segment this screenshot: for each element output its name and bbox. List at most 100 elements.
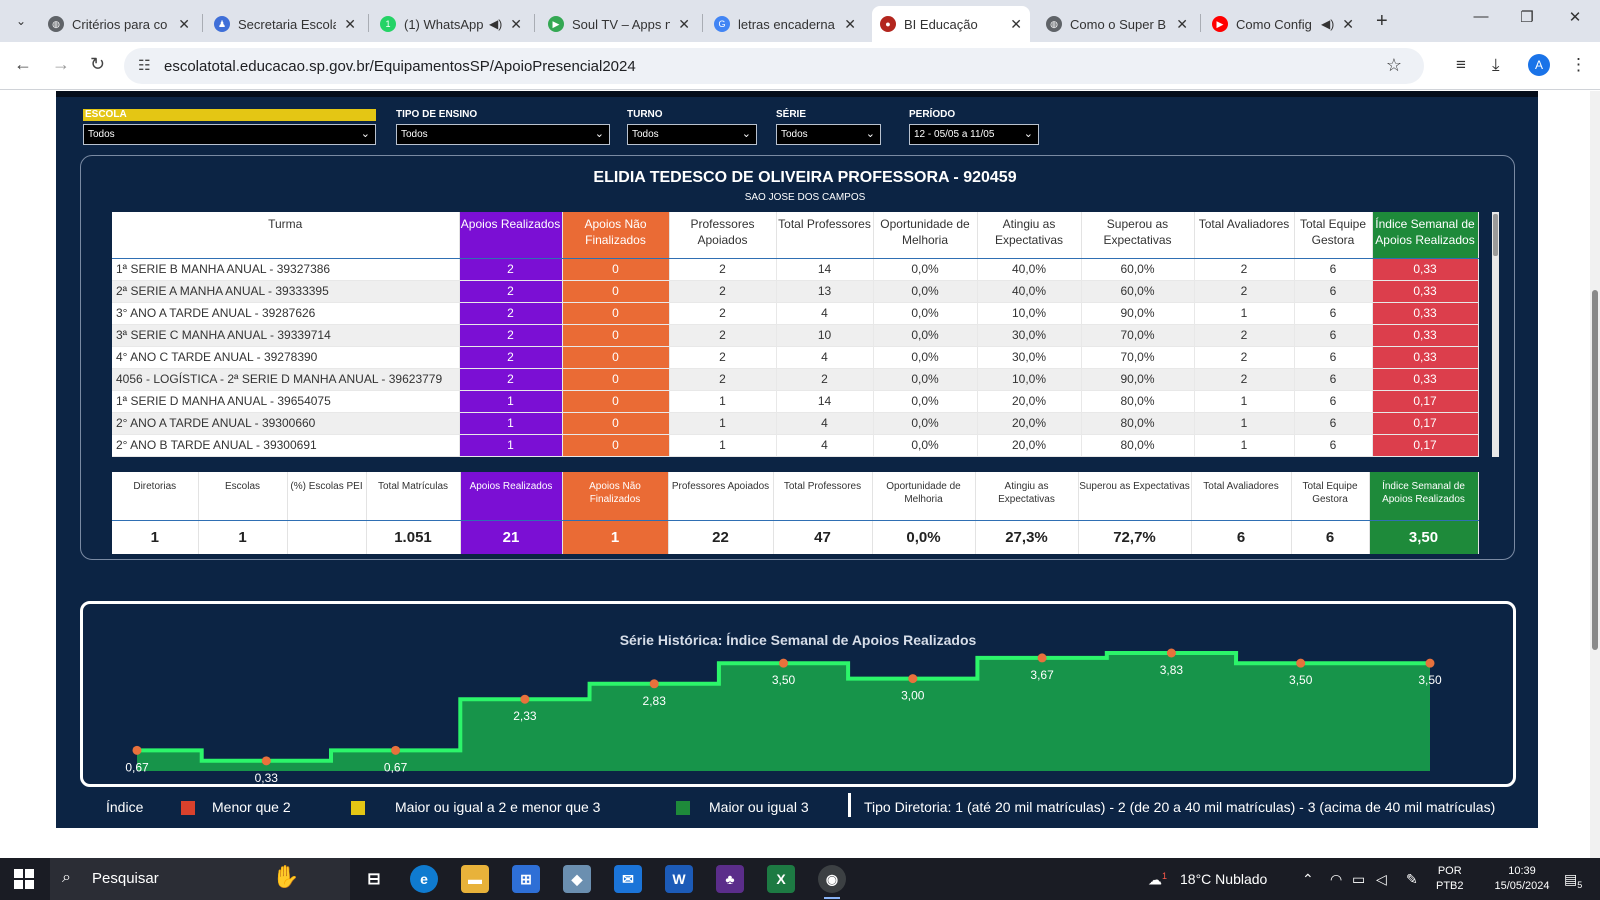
- windows-start-icon[interactable]: [14, 869, 34, 889]
- app-icon[interactable]: ◆: [563, 865, 591, 893]
- table-row[interactable]: 3° ANO A TARDE ANUAL - 39287626 2 0 2 4 0,0% 1…: [112, 302, 1479, 325]
- filter-turno-select[interactable]: Todos ⌄: [627, 124, 757, 145]
- column-header[interactable]: Superou as Expectativas: [1081, 212, 1195, 259]
- profile-avatar[interactable]: A: [1528, 54, 1550, 76]
- chevron-down-icon[interactable]: ⌄: [865, 128, 875, 140]
- filter-periodo[interactable]: PERÍODO 12 - 05/05 a 11/05 ⌄: [909, 109, 1039, 145]
- column-header[interactable]: Total Equipe Gestora: [1294, 212, 1373, 259]
- column-header[interactable]: Índice Semanal de Apoios Realizados: [1372, 212, 1479, 259]
- table-row[interactable]: 1ª SERIE D MANHA ANUAL - 39654075 1 0 1 14 0,…: [112, 390, 1479, 413]
- weather-icon[interactable]: ☁1: [1148, 871, 1168, 888]
- table-row[interactable]: 2° ANO B TARDE ANUAL - 39300691 1 0 1 4 0,0% 2…: [112, 434, 1479, 457]
- column-header[interactable]: Professores Apoiados: [669, 212, 777, 259]
- browser-tab[interactable]: 1 (1) WhatsApp ◀) ✕: [372, 6, 530, 42]
- close-tab-icon[interactable]: ✕: [844, 15, 856, 32]
- table-row[interactable]: 2° ANO A TARDE ANUAL - 39300660 1 0 1 4 0,0% 2…: [112, 412, 1479, 435]
- chevron-down-icon[interactable]: ⌄: [594, 128, 604, 140]
- chart-point[interactable]: [1425, 658, 1435, 668]
- chart-point[interactable]: [1166, 648, 1176, 658]
- filter-tipo-ensino-select[interactable]: Todos ⌄: [396, 124, 610, 145]
- column-header[interactable]: Turma: [112, 212, 460, 259]
- page-scroll-thumb[interactable]: [1592, 290, 1598, 650]
- chart-point[interactable]: [908, 674, 918, 684]
- filter-tipo-ensino[interactable]: TIPO DE ENSINO Todos ⌄: [396, 109, 610, 145]
- pen-icon[interactable]: ✎: [1406, 871, 1418, 887]
- chart-point[interactable]: [261, 756, 271, 766]
- volume-icon[interactable]: ◁: [1376, 871, 1387, 887]
- close-tab-icon[interactable]: ✕: [1342, 15, 1354, 32]
- close-tab-icon[interactable]: ✕: [1010, 15, 1022, 32]
- weather-text[interactable]: 18°C Nublado: [1180, 871, 1268, 887]
- address-bar[interactable]: ☷ escolatotal.educacao.sp.gov.br/Equipam…: [124, 48, 1424, 84]
- chevron-down-icon[interactable]: ⌄: [1023, 128, 1033, 140]
- browser-tab[interactable]: ▶ Soul TV – Apps n ✕: [540, 6, 698, 42]
- minimize-button[interactable]: —: [1473, 8, 1489, 25]
- browser-menu-icon[interactable]: ⋮: [1570, 55, 1587, 74]
- table-row[interactable]: 2ª SERIE A MANHA ANUAL - 39333395 2 0 2 13 0,…: [112, 280, 1479, 303]
- filter-escola-select[interactable]: Todos ⌄: [83, 124, 376, 145]
- table-row[interactable]: 4° ANO C TARDE ANUAL - 39278390 2 0 2 4 0,0% 3…: [112, 346, 1479, 369]
- mail-icon[interactable]: ✉: [614, 865, 642, 893]
- chart-point[interactable]: [391, 745, 401, 755]
- browser-tab[interactable]: ● BI Educação ✕: [872, 6, 1030, 42]
- browser-tab[interactable]: ◍ Como o Super B ✕: [1038, 6, 1196, 42]
- file-explorer-icon[interactable]: ▬: [461, 865, 489, 893]
- column-header[interactable]: Total Avaliadores: [1194, 212, 1295, 259]
- media-control-icon[interactable]: ≡: [1456, 55, 1466, 74]
- chevron-down-icon[interactable]: ⌄: [741, 128, 751, 140]
- browser-tab[interactable]: ♟ Secretaria Escola ✕: [206, 6, 364, 42]
- battery-icon[interactable]: ▭: [1352, 871, 1366, 887]
- task-view-icon[interactable]: ⊟: [367, 871, 381, 888]
- new-tab-button[interactable]: +: [1376, 10, 1388, 32]
- taskbar-search[interactable]: ⌕ Pesquisar ✋: [50, 858, 350, 900]
- site-settings-icon[interactable]: ☷: [138, 57, 151, 73]
- bookmark-star-icon[interactable]: ☆: [1385, 55, 1402, 75]
- close-tab-icon[interactable]: ✕: [510, 15, 522, 32]
- chart-point[interactable]: [1296, 658, 1306, 668]
- column-header[interactable]: Apoios Não Finalizados: [562, 212, 670, 259]
- edge-icon[interactable]: e: [410, 865, 438, 893]
- chart-point[interactable]: [779, 658, 788, 668]
- excel-icon[interactable]: X: [767, 865, 795, 893]
- reload-icon[interactable]: ↻: [90, 54, 106, 74]
- table-scrollbar[interactable]: [1492, 212, 1499, 457]
- column-header[interactable]: Apoios Realizados: [459, 212, 563, 259]
- filter-escola[interactable]: ESCOLA Todos ⌄: [83, 109, 376, 145]
- audio-playing-icon[interactable]: ◀): [489, 17, 503, 31]
- close-tab-icon[interactable]: ✕: [1176, 15, 1188, 32]
- wifi-icon[interactable]: ◠: [1330, 871, 1343, 887]
- browser-tab[interactable]: ▶ Como Config ◀) ✕: [1204, 6, 1362, 42]
- table-row[interactable]: 3ª SERIE C MANHA ANUAL - 39339714 2 0 2 10 0,…: [112, 324, 1479, 347]
- browser-tab[interactable]: ◍ Critérios para co ✕: [40, 6, 198, 42]
- tab-search-chevron-icon[interactable]: ⌄: [15, 14, 27, 28]
- url-text[interactable]: escolatotal.educacao.sp.gov.br/Equipamen…: [164, 58, 636, 75]
- microsoft-store-icon[interactable]: ⊞: [512, 865, 540, 893]
- chart-point[interactable]: [132, 745, 142, 755]
- restore-button[interactable]: ❐: [1520, 9, 1534, 26]
- column-header[interactable]: Oportunidade de Melhoria: [873, 212, 978, 259]
- app-icon-2[interactable]: ♣: [716, 865, 744, 893]
- clock[interactable]: 10:39 15/05/2024: [1490, 864, 1554, 894]
- chevron-down-icon[interactable]: ⌄: [360, 128, 370, 140]
- forward-arrow-icon[interactable]: →: [52, 54, 70, 74]
- chevron-up-icon[interactable]: ⌃: [1302, 871, 1314, 887]
- column-header[interactable]: Atingiu as Expectativas: [977, 212, 1082, 259]
- word-icon[interactable]: W: [665, 865, 693, 893]
- back-arrow-icon[interactable]: ←: [14, 54, 32, 74]
- audio-playing-icon[interactable]: ◀): [1321, 17, 1335, 31]
- download-icon[interactable]: ⤓: [1492, 55, 1500, 74]
- table-scroll-thumb[interactable]: [1493, 214, 1498, 256]
- filter-periodo-select[interactable]: 12 - 05/05 a 11/05 ⌄: [909, 124, 1039, 145]
- chart-point[interactable]: [649, 679, 659, 689]
- close-tab-icon[interactable]: ✕: [678, 15, 690, 32]
- filter-serie[interactable]: SÉRIE Todos ⌄: [776, 109, 881, 145]
- filter-serie-select[interactable]: Todos ⌄: [776, 124, 881, 145]
- notification-icon[interactable]: ▤5: [1564, 871, 1583, 890]
- filter-turno[interactable]: TURNO Todos ⌄: [627, 109, 757, 145]
- language-indicator[interactable]: POR PTB2: [1436, 864, 1464, 894]
- chart-point[interactable]: [1037, 653, 1047, 663]
- close-tab-icon[interactable]: ✕: [344, 15, 356, 32]
- table-row[interactable]: 1ª SERIE B MANHA ANUAL - 39327386 2 0 2 14 0,…: [112, 258, 1479, 281]
- chart-point[interactable]: [520, 694, 530, 704]
